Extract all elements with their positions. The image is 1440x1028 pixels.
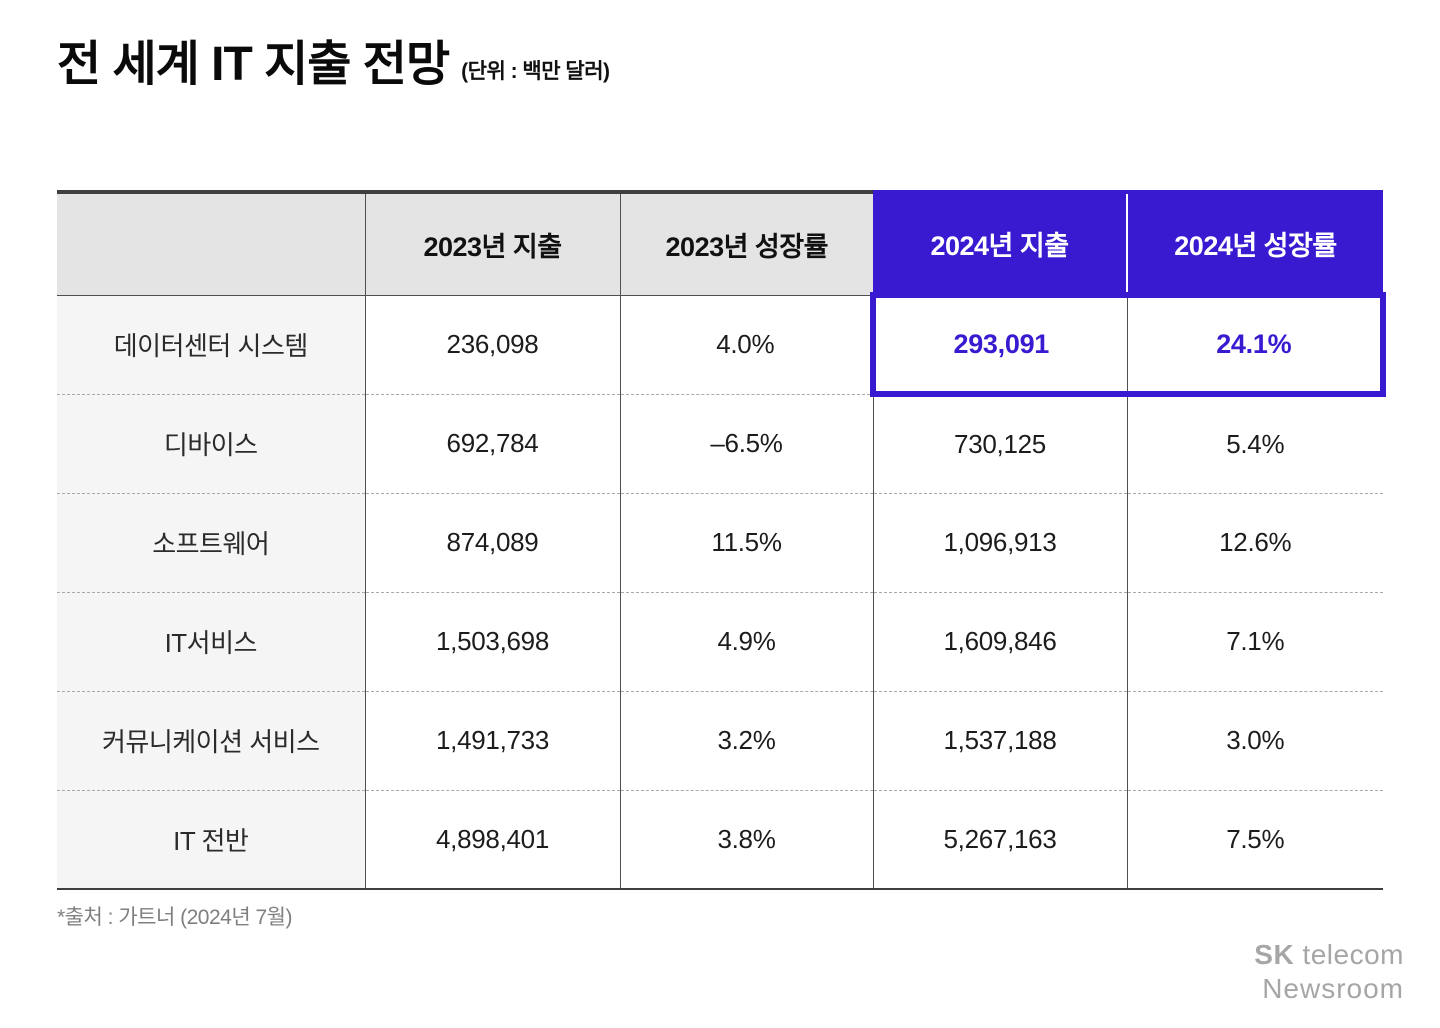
cell-2024년 성장률: 3.0% <box>1126 690 1383 790</box>
row-label: 커뮤니케이션 서비스 <box>57 690 365 790</box>
corner-header-cell <box>57 190 365 296</box>
cell-2024년 성장률: 12.6% <box>1126 492 1383 592</box>
table-row: 데이터센터 시스템 236,098 4.0% 293,091 24.1% <box>57 292 1386 397</box>
cell-2024년 지출: 1,609,846 <box>872 591 1127 691</box>
row-label: IT서비스 <box>57 591 365 691</box>
logo-telecom-text: telecom <box>1294 939 1404 970</box>
logo-brand-line: SK telecom <box>1254 938 1404 972</box>
column-header-3: 2024년 지출 <box>873 190 1127 295</box>
unit-note: (단위 : 백만 달러) <box>461 59 610 83</box>
row-label: IT 전반 <box>57 789 365 890</box>
cell-2023년 지출: 4,898,401 <box>364 789 620 890</box>
cell-2023년 성장률: 3.8% <box>619 789 873 890</box>
table-row: 소프트웨어 874,089 11.5% 1,096,913 12.6% <box>57 492 1383 592</box>
cell-2023년 지출: 1,491,733 <box>364 690 620 790</box>
cell-2023년 지출: 236,098 <box>364 295 620 394</box>
logo-sk-text: SK <box>1254 939 1295 970</box>
column-header-2: 2023년 성장률 <box>619 190 873 296</box>
row-label: 데이터센터 시스템 <box>57 295 365 394</box>
source-note: *출처 : 가트너 (2024년 7월) <box>57 906 292 929</box>
cell-2023년 성장률: –6.5% <box>619 393 873 493</box>
column-header-4: 2024년 성장률 <box>1126 190 1383 295</box>
table-row: IT서비스 1,503,698 4.9% 1,609,846 7.1% <box>57 591 1383 691</box>
it-spending-table: 2023년 지출 2023년 성장률 2024년 지출 2024년 성장률 데이터센터… <box>57 190 1386 890</box>
cell-2024년 성장률: 5.4% <box>1126 393 1383 493</box>
cell-2024년 지출: 1,096,913 <box>872 492 1127 592</box>
table-body: 데이터센터 시스템 236,098 4.0% 293,091 24.1% 디바이스 692,… <box>57 292 1386 890</box>
cell-2023년 성장률: 11.5% <box>619 492 873 592</box>
sk-telecom-newsroom-logo: SK telecom Newsroom <box>1254 938 1404 1006</box>
cell-2024년 지출: 730,125 <box>872 393 1127 493</box>
cell-2024년 지출: 1,537,188 <box>872 690 1127 790</box>
cell-2023년 성장률: 3.2% <box>619 690 873 790</box>
cell-2023년 지출: 1,503,698 <box>364 591 620 691</box>
cell-2023년 지출: 874,089 <box>364 492 620 592</box>
cell-2024년 성장률: 7.1% <box>1126 591 1383 691</box>
cell-2023년 성장률: 4.9% <box>619 591 873 691</box>
title-row: 전 세계 IT 지출 전망 (단위 : 백만 달러) <box>57 36 610 94</box>
row-label: 디바이스 <box>57 393 365 493</box>
table-row: 커뮤니케이션 서비스 1,491,733 3.2% 1,537,188 3.0% <box>57 690 1383 790</box>
row-label: 소프트웨어 <box>57 492 365 592</box>
cell-2023년 성장률: 4.0% <box>619 295 873 394</box>
cell-2024년 지출: 293,091 <box>870 292 1127 397</box>
cell-2024년 지출: 5,267,163 <box>872 789 1127 890</box>
page-title: 전 세계 IT 지출 전망 <box>57 38 450 91</box>
column-header-1: 2023년 지출 <box>364 190 620 296</box>
cell-2024년 성장률: 24.1% <box>1126 292 1386 397</box>
table-row: IT 전반 4,898,401 3.8% 5,267,163 7.5% <box>57 789 1383 890</box>
logo-newsroom-text: Newsroom <box>1262 973 1404 1005</box>
it-spending-table-wrap: 2023년 지출 2023년 성장률 2024년 지출 2024년 성장률 데이터센터… <box>57 190 1386 890</box>
cell-2023년 지출: 692,784 <box>364 393 620 493</box>
table-row: 디바이스 692,784 –6.5% 730,125 5.4% <box>57 393 1383 493</box>
cell-2024년 성장률: 7.5% <box>1126 789 1383 890</box>
table-header-row: 2023년 지출 2023년 성장률 2024년 지출 2024년 성장률 <box>57 190 1383 296</box>
